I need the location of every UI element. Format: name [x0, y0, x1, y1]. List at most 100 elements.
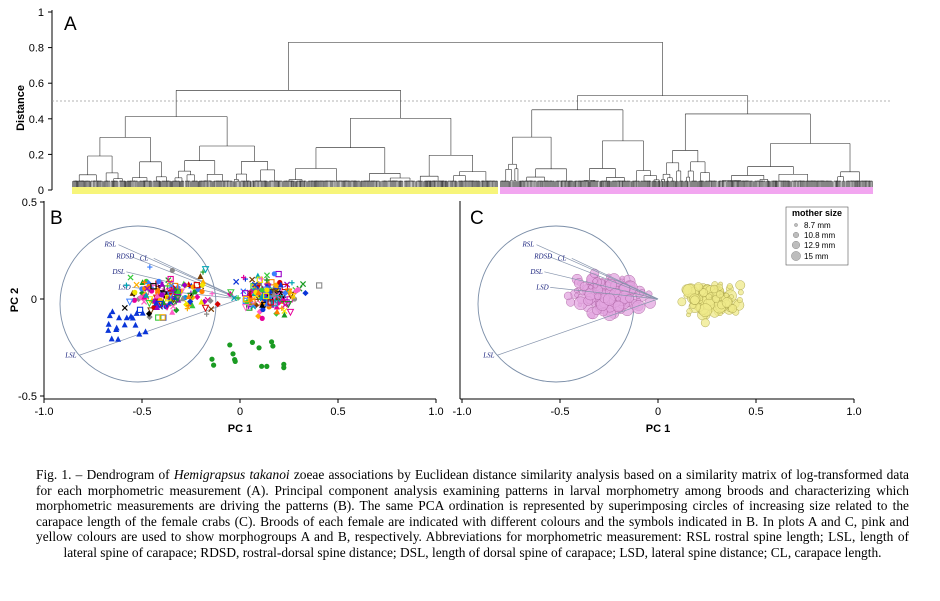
dendrogram-y-ticks: 1 0.8 0.6 0.4 0.2 0: [29, 7, 52, 197]
loading-label-lsl: LSL: [482, 351, 494, 359]
pca-bubble: [700, 318, 710, 328]
pca-point: [277, 281, 284, 288]
pca-point: [271, 300, 278, 307]
pca-point: [249, 298, 256, 305]
pca-point: [144, 285, 151, 292]
y-tick-1: 1: [38, 7, 44, 19]
pca-point: [115, 335, 122, 342]
pca-b-x-label: PC 1: [228, 423, 252, 435]
pca-bubble: [677, 297, 687, 307]
pca-point: [146, 313, 153, 321]
pca-point: [284, 301, 293, 309]
pca-point: [145, 300, 154, 308]
pca-point: [260, 306, 266, 313]
pca-point: [159, 314, 166, 321]
panel-a-label: A: [64, 14, 77, 35]
pca-point: [249, 276, 256, 283]
panel-b-label: B: [50, 208, 63, 229]
pca-bubble: [592, 278, 598, 284]
pca-point: [136, 306, 144, 314]
loading-label-lsd: LSD: [535, 283, 548, 291]
pca-point: [132, 321, 139, 328]
pca-point: [133, 281, 140, 288]
pca-b-x-tick-0: 0: [237, 406, 243, 418]
pca-bubble: [686, 308, 693, 315]
loading-label-rdsd: RDSD: [115, 252, 134, 260]
pca-bubble: [612, 300, 625, 313]
pca-point: [268, 279, 275, 286]
pca-point: [211, 362, 217, 368]
pca-point: [302, 289, 309, 297]
pca-point: [169, 267, 175, 274]
pca-point: [200, 278, 207, 285]
loading-vector-rsl: [118, 244, 241, 300]
pca-point: [289, 280, 295, 286]
legend-marker-12.9: [792, 240, 801, 249]
pca-point: [208, 306, 215, 313]
legend-label-12.9: 12.9 mm: [804, 241, 835, 250]
loading-vector-rdsd: [130, 255, 241, 300]
pca-point: [267, 293, 274, 300]
caption-species: Hemigrapsus takanoi: [173, 467, 290, 482]
pca-point: [145, 310, 153, 317]
pca-b-y-label: PC 2: [9, 288, 21, 312]
loading-vector-lsl: [79, 298, 241, 356]
pca-bubble: [726, 283, 733, 290]
pca-point: [258, 276, 265, 282]
legend-title: mother size: [792, 208, 842, 218]
loading-label-cl: CL: [140, 254, 149, 262]
pca-b-vectors: RSL RDSD CL DSL LSD LSL: [64, 241, 241, 359]
pca-point: [167, 299, 174, 306]
pca-point: [187, 298, 194, 305]
pca-point: [273, 303, 280, 310]
pca-point: [249, 339, 256, 345]
loading-vector-lsl: [497, 298, 659, 356]
pca-point: [147, 264, 153, 270]
pca-point: [109, 308, 116, 315]
pca-c-bubbles: [563, 268, 746, 328]
pca-panel-b: B 0.5 0 -0.5 -1.0 -0.5 0 0.5 1.0 PC 1 PC…: [9, 197, 444, 435]
pca-point: [123, 282, 130, 288]
pca-point: [106, 312, 113, 319]
pca-point: [264, 287, 270, 293]
pca-point: [255, 289, 262, 296]
pca-point: [268, 339, 275, 345]
pca-point: [190, 284, 196, 290]
pca-point: [184, 306, 190, 312]
panel-c-label: C: [470, 208, 484, 229]
pca-point: [275, 299, 282, 306]
legend-label-15: 15 mm: [804, 252, 829, 261]
pca-point: [173, 294, 182, 303]
pca-point: [259, 301, 266, 308]
pca-point: [159, 280, 166, 287]
pca-point: [155, 314, 162, 321]
mother-size-legend: mother size 8.7 mm 10.8 mm 12.9 mm 15 mm: [785, 206, 849, 266]
pca-point: [266, 288, 273, 296]
pca-point: [127, 313, 134, 319]
pca-point: [264, 363, 270, 369]
pca-point: [283, 299, 290, 306]
morphogroup-b-bar: [500, 187, 873, 194]
pca-point: [179, 295, 186, 302]
pca-point: [214, 301, 221, 308]
pca-point: [198, 298, 205, 305]
loading-label-dsl: DSL: [111, 268, 125, 276]
pca-bubble: [705, 293, 713, 301]
pca-point: [199, 282, 206, 289]
pca-point: [113, 324, 120, 331]
pca-point: [207, 297, 214, 304]
pca-point: [149, 288, 155, 294]
pca-point: [233, 278, 240, 285]
pca-bubble: [699, 288, 708, 297]
pca-point: [189, 302, 196, 309]
pca-point: [227, 342, 233, 348]
pca-point: [201, 266, 210, 274]
pca-point: [142, 328, 149, 335]
loading-label-cl: CL: [558, 254, 567, 262]
pca-point: [167, 275, 174, 283]
pca-point: [256, 276, 264, 283]
pca-point: [259, 315, 265, 321]
pca-point: [121, 304, 128, 311]
pca-point: [170, 303, 177, 310]
pca-b-x-tick-neg0.5: -0.5: [133, 406, 152, 418]
